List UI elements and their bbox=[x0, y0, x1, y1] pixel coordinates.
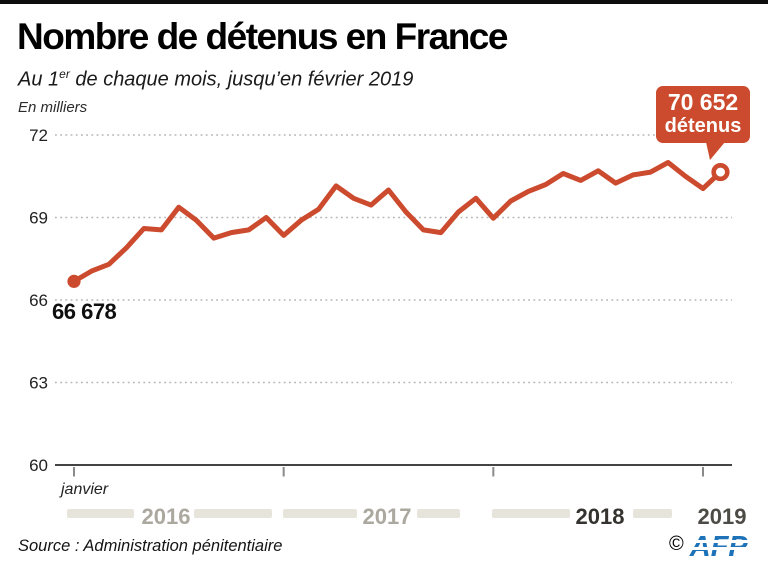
top-border bbox=[0, 0, 768, 4]
subtitle-text-rest: de chaque mois, jusqu’en février 2019 bbox=[69, 68, 414, 91]
callout-unit: détenus bbox=[664, 115, 742, 137]
x-axis-ticks bbox=[73, 467, 704, 477]
callout-value: 70 652 bbox=[667, 89, 739, 115]
y-tick-label: 72 bbox=[29, 126, 48, 145]
callout-tail bbox=[706, 142, 725, 160]
year-band-segment bbox=[194, 509, 272, 518]
y-tick-label: 60 bbox=[29, 456, 48, 475]
afp-logo-stripe bbox=[683, 540, 750, 543]
y-tick-label: 63 bbox=[29, 374, 48, 393]
year-band-segment bbox=[67, 509, 134, 518]
subtitle-text: Au 1 bbox=[18, 68, 60, 91]
year-band-segment bbox=[633, 509, 672, 518]
subtitle-superscript: er bbox=[59, 67, 70, 81]
year-label: 2019 bbox=[698, 504, 747, 529]
x-axis-month-label: janvier bbox=[61, 481, 109, 498]
unit-label: En milliers bbox=[18, 99, 88, 116]
data-line bbox=[71, 160, 723, 284]
page-title: Nombre de détenus en France bbox=[17, 16, 508, 57]
end-point-marker bbox=[711, 162, 730, 182]
year-bands bbox=[67, 509, 672, 518]
year-label: 2018 bbox=[576, 504, 625, 529]
year-band-segment bbox=[492, 509, 570, 518]
year-labels: 2016 2017 2018 2019 bbox=[142, 504, 747, 529]
y-tick-label: 69 bbox=[29, 209, 48, 228]
year-label: 2017 bbox=[363, 504, 412, 529]
gridlines bbox=[55, 134, 732, 466]
copyright-symbol: © bbox=[669, 533, 684, 555]
source-credit: Source : Administration pénitentiaire bbox=[18, 537, 283, 555]
chart-subtitle: Au 1er de chaque mois, jusqu’en février … bbox=[18, 67, 413, 92]
end-value-callout: 70 652 détenus bbox=[656, 86, 750, 160]
year-band-segment bbox=[417, 509, 460, 518]
y-tick-label: 66 bbox=[29, 291, 48, 310]
y-axis-labels: 72 69 66 63 60 bbox=[29, 126, 48, 475]
year-band-segment bbox=[283, 509, 357, 518]
afp-logo: © AFP bbox=[669, 531, 750, 564]
afp-logo-text-wrap: AFP bbox=[683, 531, 750, 564]
year-label: 2016 bbox=[142, 504, 191, 529]
start-value-label: 66 678 bbox=[52, 299, 117, 324]
start-point-dot bbox=[67, 274, 81, 288]
afp-logo-stripe bbox=[683, 547, 750, 550]
